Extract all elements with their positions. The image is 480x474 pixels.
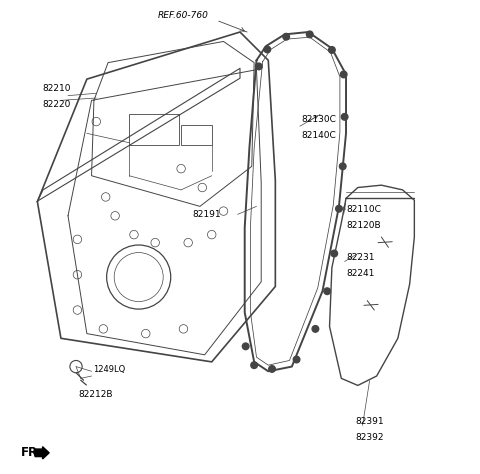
Circle shape	[336, 205, 342, 212]
Text: 1249LQ: 1249LQ	[93, 365, 125, 374]
Circle shape	[255, 63, 262, 70]
Bar	[129, 115, 179, 145]
Circle shape	[306, 31, 313, 37]
Text: 82210: 82210	[42, 84, 71, 93]
Circle shape	[324, 288, 330, 294]
Text: 82120B: 82120B	[346, 221, 381, 230]
Text: 82231: 82231	[346, 253, 374, 262]
Circle shape	[312, 326, 319, 332]
Circle shape	[339, 163, 346, 170]
Text: 82110C: 82110C	[346, 205, 381, 214]
Circle shape	[340, 71, 347, 78]
Circle shape	[283, 34, 289, 40]
Text: 82212B: 82212B	[79, 391, 113, 400]
Text: 82220: 82220	[42, 100, 71, 109]
Circle shape	[331, 250, 337, 257]
FancyArrow shape	[35, 447, 49, 459]
Text: 82140C: 82140C	[301, 131, 336, 140]
Circle shape	[341, 114, 348, 120]
Text: 82130C: 82130C	[301, 115, 336, 124]
Text: 82392: 82392	[356, 434, 384, 443]
Circle shape	[264, 46, 271, 53]
Text: 82241: 82241	[346, 269, 374, 278]
Text: 82191: 82191	[192, 210, 221, 219]
Text: FR.: FR.	[21, 447, 43, 459]
Circle shape	[269, 365, 276, 372]
Text: REF.60-760: REF.60-760	[158, 11, 209, 20]
Text: 82391: 82391	[356, 418, 384, 427]
Circle shape	[242, 343, 249, 350]
Circle shape	[293, 356, 300, 363]
Bar	[181, 125, 212, 145]
Circle shape	[329, 46, 335, 53]
Circle shape	[251, 362, 257, 368]
